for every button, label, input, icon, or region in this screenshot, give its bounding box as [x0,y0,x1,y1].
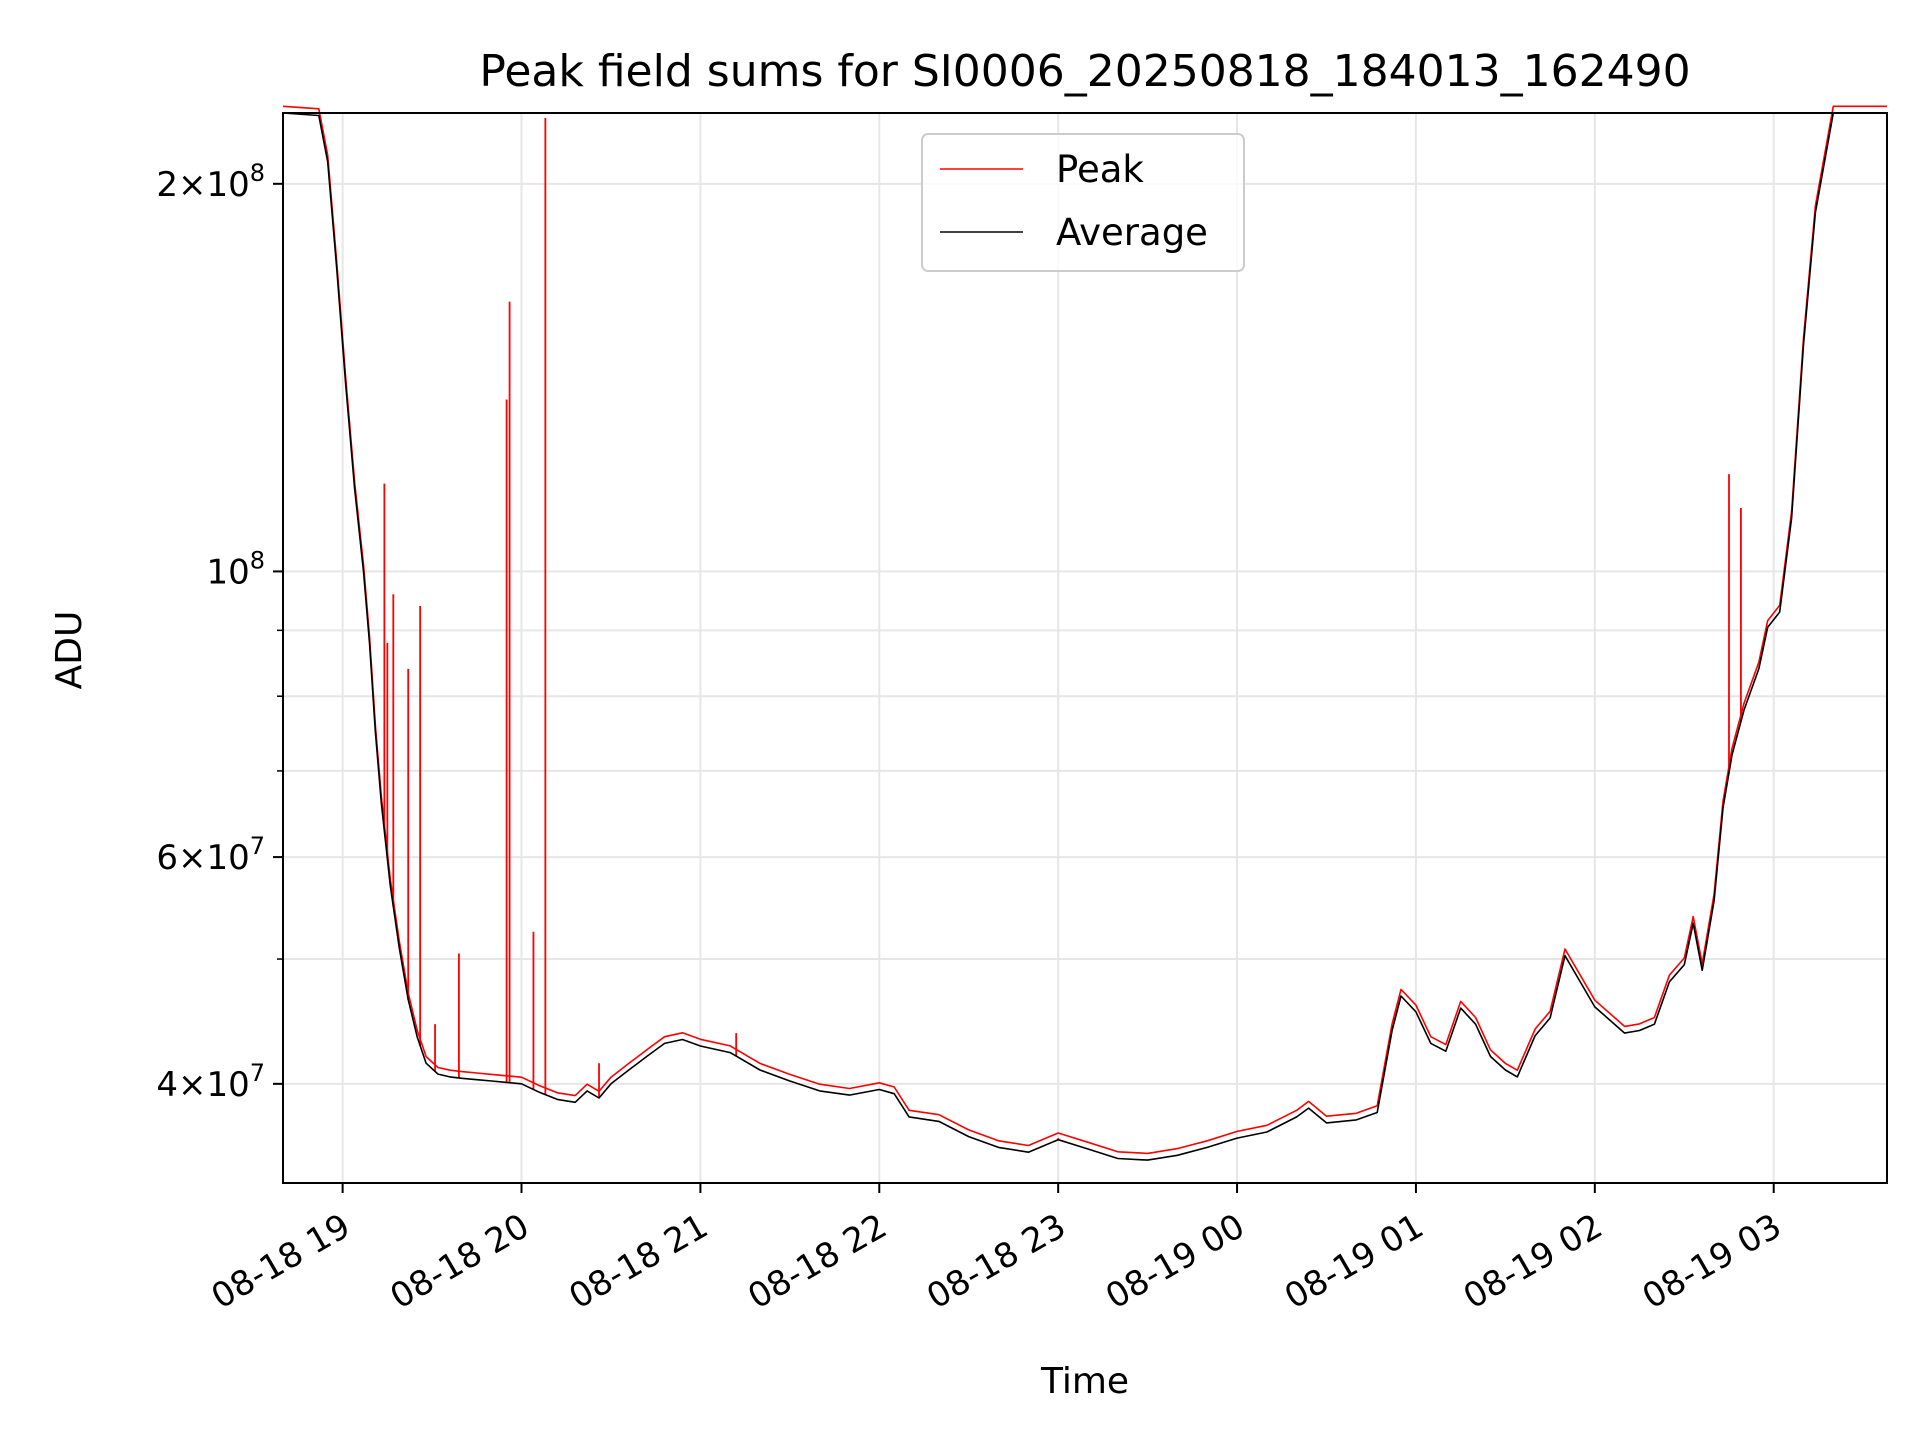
y-tick-label: 4×107 [156,1059,265,1105]
y-tick-label: 108 [206,546,265,592]
tick-marks [273,182,1775,1193]
grid [283,113,1887,1183]
average-series-line [282,112,1887,1161]
legend: Peak Average [921,133,1245,272]
y-tick-label: 6×107 [156,832,265,878]
axes-frame [282,112,1888,1184]
y-axis-label: ADU [49,611,90,690]
legend-average-label: Average [1056,211,1208,254]
y-tick-labels: 4×107 6×107 108 2×108 [156,159,265,1105]
legend-peak-label: Peak [1056,148,1144,191]
y-tick-label: 2×108 [156,159,265,205]
peak-series-line [282,105,1887,1155]
chart-title: Peak field sums for SI0006_20250818_1840… [479,46,1690,97]
x-axis-label: Time [1040,1361,1129,1402]
plot-area [282,105,1887,1161]
